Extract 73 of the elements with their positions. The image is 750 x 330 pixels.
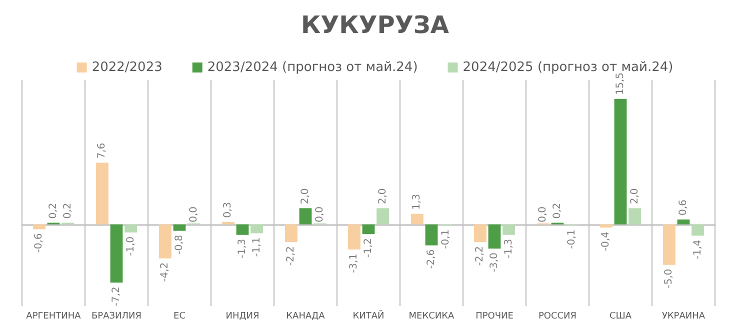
bar (411, 214, 424, 224)
bar (628, 208, 641, 224)
x-tick-label: УКРАИНА (662, 312, 706, 322)
bar (600, 224, 612, 228)
data-label: -3,1 (348, 253, 360, 273)
data-label: -1,4 (692, 240, 704, 260)
data-label: 0,0 (188, 206, 200, 222)
data-label: -0,8 (174, 234, 185, 254)
legend-label: 2023/2024 (прогноз от май.24) (207, 60, 418, 75)
data-label: -1,0 (125, 236, 136, 256)
bar (425, 224, 438, 246)
bar (488, 224, 501, 249)
x-tick-label: ИНДИЯ (226, 312, 260, 322)
bar (96, 162, 108, 224)
data-label: -0,4 (600, 232, 612, 252)
data-label: -1,2 (363, 238, 374, 258)
bar (376, 208, 389, 224)
bar (236, 224, 249, 235)
bar (677, 220, 690, 224)
bar (614, 98, 627, 224)
data-label: -1,1 (251, 237, 262, 257)
bar (159, 224, 172, 258)
data-label: -1,3 (237, 238, 248, 258)
bar (692, 224, 704, 236)
data-label: 7,6 (96, 142, 108, 159)
data-label: -0,1 (440, 229, 452, 249)
bar (250, 224, 263, 234)
data-label: -5,0 (664, 268, 675, 288)
x-tick-label: КИТАЙ (352, 310, 384, 322)
data-label: 0,2 (48, 202, 59, 219)
data-label: 15,5 (615, 72, 626, 95)
data-label: -7,2 (111, 286, 122, 306)
data-label: 0,0 (314, 206, 326, 222)
bar (299, 208, 312, 224)
bar (285, 224, 298, 242)
data-label: -2,2 (286, 246, 297, 266)
data-label: 0,2 (62, 202, 74, 219)
x-tick-label: АРГЕНТИНА (26, 312, 82, 322)
data-label: 2,0 (300, 188, 311, 204)
x-tick-label: МЕКСИКА (408, 312, 456, 322)
data-label: -2,2 (474, 246, 486, 266)
x-tick-label: ПРОЧИЕ (476, 312, 514, 322)
bar (110, 224, 123, 283)
data-label: -3,0 (489, 252, 500, 272)
data-label: -2,6 (426, 249, 437, 269)
bar (173, 224, 186, 231)
bar (124, 224, 137, 232)
bar (474, 224, 486, 242)
data-label: -0,1 (566, 229, 578, 249)
data-label: 0,6 (678, 200, 689, 216)
legend-label: 2024/2025 (прогноз от май.24) (462, 60, 674, 75)
data-label: 1,3 (412, 194, 423, 210)
bar (222, 222, 234, 224)
legend-label: 2022/2023 (92, 60, 162, 75)
data-label: -0,6 (34, 233, 45, 253)
data-label: 0,0 (538, 206, 549, 222)
bar (663, 224, 676, 265)
bar (362, 224, 375, 234)
data-label: -4,2 (160, 262, 171, 282)
x-tick-label: КАНАДА (286, 312, 326, 322)
data-label: -1,3 (503, 238, 514, 258)
bar (502, 224, 515, 235)
chart-title: КУКУРУЗА (301, 11, 450, 39)
x-tick-label: США (609, 312, 632, 322)
data-label: 0,2 (552, 202, 563, 219)
x-tick-label: БРАЗИЛИЯ (91, 312, 142, 322)
x-tick-label: РОССИЯ (538, 312, 577, 322)
data-label: 0,3 (222, 202, 234, 218)
data-label: 2,0 (377, 188, 388, 204)
data-label: 2,0 (629, 188, 640, 204)
bar (33, 224, 46, 230)
bar (348, 224, 360, 250)
x-tick-label: ЕС (174, 312, 186, 322)
